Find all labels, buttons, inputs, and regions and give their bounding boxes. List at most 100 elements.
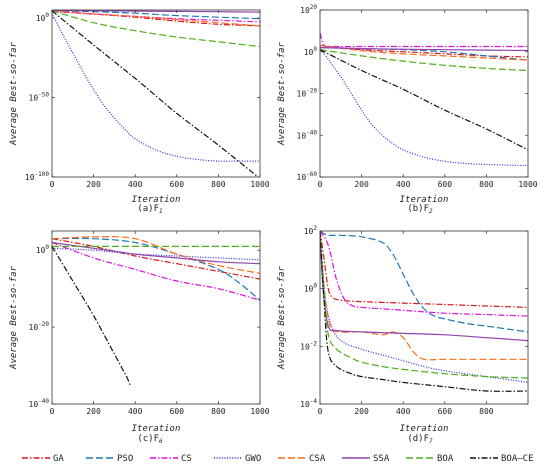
- plot-frame: [51, 230, 261, 405]
- x-axis-label: Iteration: [400, 195, 449, 205]
- subplot-caption: (a)F1: [137, 204, 162, 215]
- series-line-ssa: [52, 10, 260, 13]
- y-tick-label: 10-40: [29, 398, 50, 409]
- y-tick-label: 10-100: [25, 171, 49, 182]
- y-tick-label: 1020: [300, 4, 317, 15]
- y-tick-label: 10-4: [300, 398, 317, 409]
- x-tick-label: 800: [479, 180, 494, 189]
- y-tick-label: 10-20: [297, 88, 318, 99]
- series-line-boa-ce: [320, 49, 528, 151]
- legend-label: SSA: [373, 454, 390, 464]
- chart-panel-2: 0 200 400 600 800 1000 1020 100 10-20 10-40 10-60 I…: [277, 4, 538, 215]
- chart-panel-4: 0 200 400 600 800 102 100 10-2 10-4 Iteration Aver…: [277, 225, 529, 445]
- y-axis-label: Average Best-so-far: [277, 265, 287, 370]
- series-line-pso: [320, 231, 528, 333]
- series-line-csa: [320, 231, 528, 361]
- legend-item-ssa: SSA: [342, 454, 390, 464]
- x-tick-label: 800: [211, 407, 226, 416]
- plot-frame: [51, 9, 261, 178]
- y-axis-label: Average Best-so-far: [9, 41, 19, 146]
- series-line-ga: [320, 231, 528, 308]
- x-tick-label: 400: [128, 407, 143, 416]
- series-line-ssa: [320, 47, 528, 52]
- x-tick-label: 600: [438, 180, 453, 189]
- x-tick-label: 1000: [250, 180, 269, 189]
- x-tick-label: 1000: [518, 180, 537, 189]
- subplot-caption: (d)F7: [407, 434, 433, 445]
- series-line-boa-ce: [320, 231, 528, 392]
- chart-panel-1: 0 200 400 600 800 1000 100 10-50 10-100 Iteration…: [9, 9, 270, 215]
- series-line-pso: [52, 237, 260, 301]
- legend-item-pso: PSO: [86, 454, 133, 464]
- chart-panel-3: 0 200 400 600 800 1000 100 10-20 10-40 Iteration A…: [9, 230, 270, 445]
- series-line-boa-ce: [52, 10, 259, 177]
- x-tick-label: 1000: [250, 407, 269, 416]
- x-tick-label: 600: [170, 180, 185, 189]
- legend-label: GWO: [245, 454, 261, 464]
- y-tick-label: 10-2: [300, 340, 317, 351]
- x-axis-label: Iteration: [400, 424, 449, 434]
- x-tick-label: 200: [354, 180, 369, 189]
- x-tick-label: 0: [318, 407, 323, 416]
- x-tick-label: 600: [170, 407, 185, 416]
- x-tick-label: 0: [318, 180, 323, 189]
- y-tick-label: 10-40: [297, 129, 318, 140]
- y-tick-label: 102: [304, 225, 318, 236]
- x-axis-label: Iteration: [132, 424, 181, 434]
- legend-label: GA: [53, 454, 64, 464]
- series-line-boa: [52, 10, 260, 48]
- x-tick-label: 600: [438, 407, 453, 416]
- x-tick-label: 0: [50, 180, 55, 189]
- legend-item-cs: CS: [150, 454, 192, 464]
- legend-label: CSA: [309, 454, 326, 464]
- legend-label: BOA—CE: [501, 454, 534, 464]
- x-tick-label: 200: [86, 180, 101, 189]
- x-tick-label: 400: [128, 180, 143, 189]
- y-axis-label: Average Best-so-far: [9, 265, 19, 370]
- x-tick-label: 400: [396, 180, 411, 189]
- legend-item-boa: BOA: [406, 454, 454, 464]
- x-tick-label: 200: [354, 407, 369, 416]
- x-tick-label: 800: [211, 180, 226, 189]
- series-line-csa: [52, 10, 260, 27]
- y-tick-label: 10-60: [297, 171, 318, 182]
- series-line-boa-ce: [52, 246, 131, 386]
- series-line-boa: [320, 49, 528, 72]
- y-tick-label: 10-50: [29, 91, 50, 102]
- legend: GA PSO CS GWO CSA SSA BOA BOA—CE: [22, 454, 534, 464]
- x-tick-label: 0: [50, 407, 55, 416]
- y-tick-label: 10-20: [29, 321, 50, 332]
- plot-frame: [319, 230, 529, 405]
- series-line-ssa: [320, 231, 528, 342]
- series-line-ga: [320, 44, 528, 58]
- y-tick-label: 100: [36, 244, 50, 255]
- y-tick-label: 100: [36, 12, 50, 23]
- legend-label: CS: [181, 454, 192, 464]
- legend-item-csa: CSA: [278, 454, 326, 464]
- series-line-gwo: [52, 247, 260, 261]
- x-tick-label: 800: [479, 407, 494, 416]
- subplot-caption: (c)F6: [137, 434, 163, 445]
- series-line-cs: [320, 231, 528, 317]
- legend-item-boa-ce: BOA—CE: [470, 454, 534, 464]
- series-line-cs: [320, 32, 528, 48]
- x-tick-label: 400: [396, 407, 411, 416]
- legend-label: BOA: [437, 454, 454, 464]
- subplot-caption: (b)F2: [407, 204, 433, 215]
- series-line-boa: [320, 231, 528, 379]
- series-line-ssa: [52, 241, 260, 265]
- series-line-gwo: [52, 12, 260, 162]
- x-tick-label: 200: [86, 407, 101, 416]
- series-line-pso: [52, 10, 260, 20]
- series-line-pso: [320, 47, 528, 61]
- legend-label: PSO: [117, 454, 133, 464]
- series-line-ga: [52, 238, 260, 280]
- series-line-csa: [320, 44, 528, 61]
- y-tick-label: 100: [304, 283, 318, 294]
- y-axis-label: Average Best-so-far: [277, 41, 287, 146]
- y-tick-label: 100: [304, 46, 318, 57]
- series-line-cs: [52, 241, 260, 301]
- legend-item-gwo: GWO: [214, 454, 261, 464]
- x-axis-label: Iteration: [132, 195, 181, 205]
